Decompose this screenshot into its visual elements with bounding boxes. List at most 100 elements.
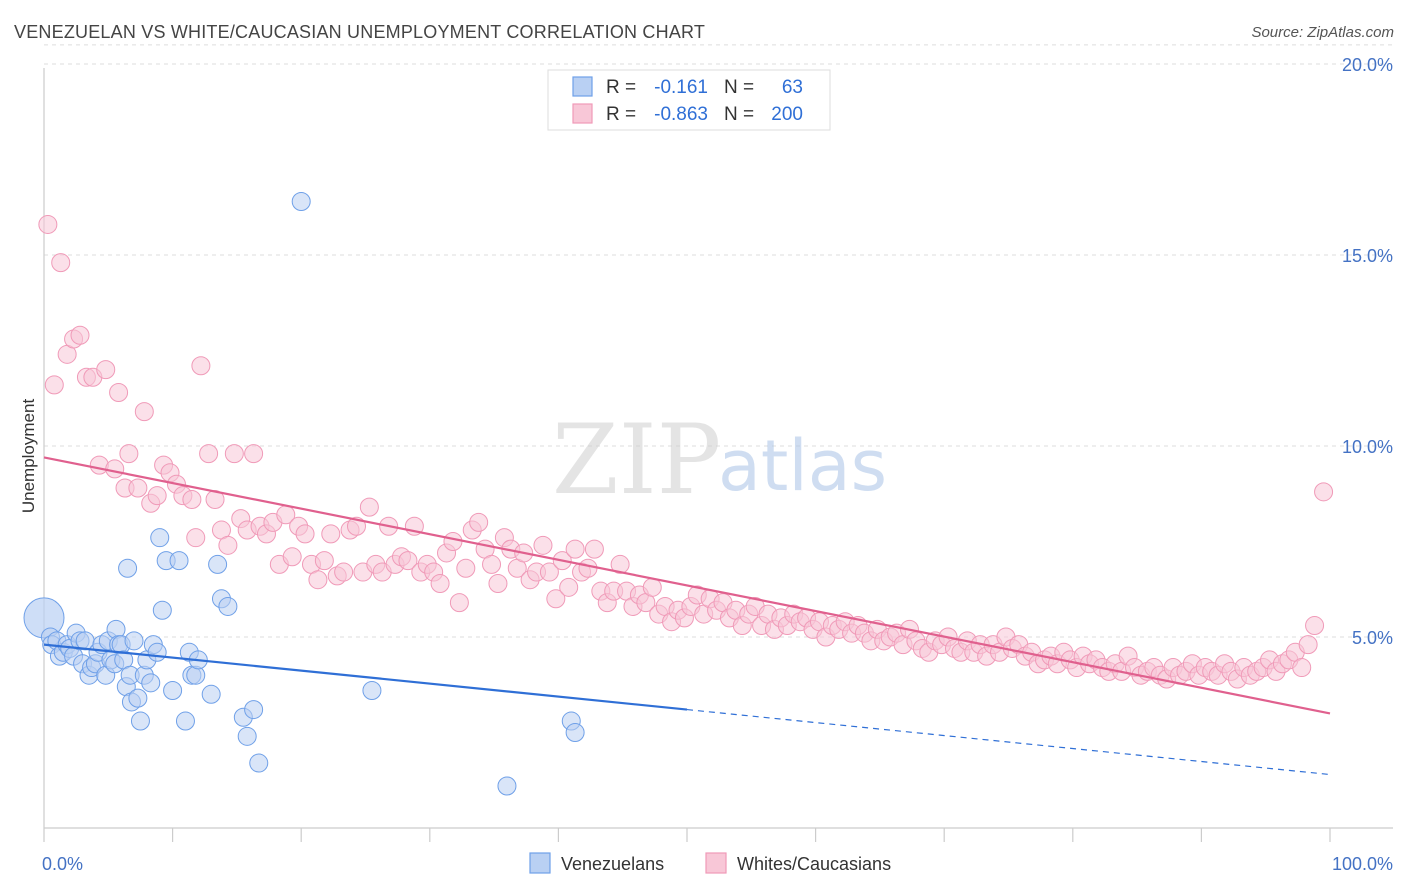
- watermark-atlas: atlas: [718, 425, 887, 507]
- data-point: [130, 711, 150, 731]
- data-point: [430, 574, 450, 594]
- data-point: [150, 528, 170, 548]
- data-point: [152, 600, 172, 620]
- data-point: [169, 551, 189, 571]
- y-tick-label: 15.0%: [1342, 246, 1393, 266]
- bottom-legend-swatch-venezuelans: [529, 852, 551, 874]
- data-point: [334, 562, 354, 582]
- gridlines: [44, 44, 1393, 638]
- data-point: [70, 325, 90, 345]
- data-point: [321, 524, 341, 544]
- data-point: [118, 558, 138, 578]
- data-point: [119, 444, 139, 464]
- legend-r-value-1: -0.161: [654, 77, 708, 98]
- data-point: [109, 383, 129, 403]
- data-point: [182, 489, 202, 509]
- trend-line-venezuelans-extrapolated: [686, 708, 1331, 776]
- legend-box: R = -0.161 N = 63 R = -0.863 N = 200: [547, 69, 831, 131]
- data-point: [346, 516, 366, 536]
- axes: [43, 68, 1393, 842]
- data-point: [141, 673, 161, 693]
- data-point: [51, 253, 71, 273]
- data-point: [565, 723, 585, 742]
- data-point: [443, 532, 463, 551]
- data-point: [1298, 635, 1318, 655]
- data-point: [105, 459, 125, 479]
- data-point: [610, 554, 630, 574]
- data-point: [208, 554, 228, 574]
- trend-line-venezuelans: [43, 643, 688, 711]
- bottom-legend-swatch-whites: [705, 852, 727, 874]
- y-tick-label: 5.0%: [1352, 628, 1393, 648]
- tick-labels: 5.0% 10.0% 15.0% 20.0% 0.0% 100.0%: [42, 55, 1393, 874]
- y-axis-label: Unemployment: [19, 399, 38, 514]
- data-point: [314, 551, 334, 571]
- data-point: [359, 497, 379, 517]
- data-point: [642, 577, 662, 597]
- data-point: [163, 680, 183, 700]
- chart-title: VENEZUELAN VS WHITE/CAUCASIAN UNEMPLOYME…: [14, 22, 706, 42]
- legend-n-label-1: N =: [724, 77, 754, 98]
- data-point: [295, 524, 315, 544]
- data-point: [128, 478, 148, 498]
- data-point: [201, 684, 221, 704]
- bottom-legend: Venezuelans Whites/Caucasians: [529, 852, 891, 874]
- legend-n-label-2: N =: [724, 104, 754, 125]
- data-point: [96, 360, 116, 380]
- y-tick-label: 10.0%: [1342, 437, 1393, 457]
- legend-swatch-venezuelans: [572, 76, 593, 97]
- data-point: [1314, 482, 1334, 502]
- data-point: [546, 589, 566, 609]
- trend-lines: [43, 456, 1331, 776]
- data-point: [282, 547, 302, 567]
- data-point: [559, 577, 579, 597]
- data-point: [44, 375, 64, 395]
- data-point: [134, 402, 154, 422]
- watermark-zip: ZIP: [552, 404, 721, 516]
- data-point: [244, 444, 264, 464]
- source-label: Source: ZipAtlas.com: [1251, 24, 1394, 41]
- data-point: [488, 574, 508, 594]
- legend-r-label-2: R =: [606, 104, 636, 125]
- x-tick-label: 0.0%: [42, 854, 83, 874]
- data-point: [249, 753, 269, 773]
- data-point: [147, 642, 167, 662]
- y-tick-label: 20.0%: [1342, 55, 1393, 75]
- data-point: [191, 356, 211, 376]
- data-point: [362, 680, 382, 700]
- x-tick-label: 100.0%: [1332, 854, 1393, 874]
- data-point: [186, 528, 206, 548]
- data-point: [1305, 616, 1325, 636]
- data-point: [578, 558, 598, 578]
- data-point: [469, 512, 489, 532]
- data-point: [244, 700, 264, 720]
- data-point: [175, 711, 195, 731]
- venezuelans-points: [23, 192, 585, 796]
- data-point: [199, 444, 219, 464]
- data-point: [449, 593, 469, 613]
- trend-line-whites-caucasians: [43, 456, 1331, 715]
- data-point: [308, 570, 328, 590]
- data-point: [584, 539, 604, 559]
- bottom-legend-whites-caucasians: Whites/Caucasians: [737, 854, 891, 874]
- data-point: [218, 535, 238, 555]
- legend-r-label-1: R =: [606, 77, 636, 98]
- legend-swatch-whites: [572, 103, 593, 124]
- data-point: [147, 486, 167, 506]
- data-point: [456, 558, 476, 578]
- bottom-legend-venezuelans: Venezuelans: [561, 854, 664, 874]
- data-point: [124, 631, 144, 651]
- data-point: [533, 535, 553, 555]
- data-point: [291, 192, 311, 212]
- data-point: [565, 539, 585, 559]
- legend-n-value-2: 200: [771, 104, 803, 125]
- data-point: [224, 444, 244, 464]
- data-point: [237, 726, 257, 746]
- data-point: [398, 551, 418, 571]
- data-point: [38, 214, 58, 234]
- data-point: [497, 776, 517, 796]
- data-point: [1292, 658, 1312, 678]
- data-point: [539, 562, 559, 582]
- legend-r-value-2: -0.863: [654, 104, 708, 125]
